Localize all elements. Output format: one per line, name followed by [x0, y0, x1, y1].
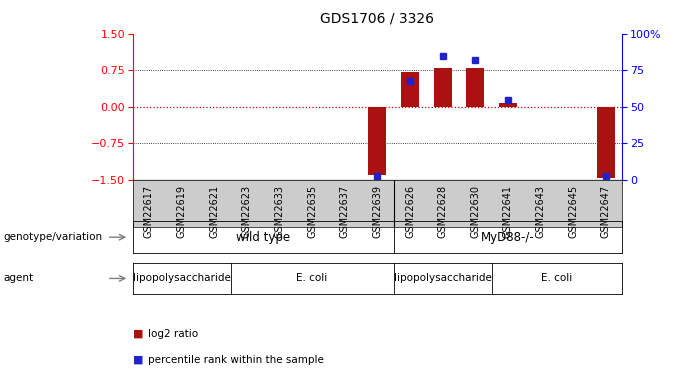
Text: GSM22639: GSM22639	[373, 185, 382, 238]
Text: GSM22621: GSM22621	[209, 185, 219, 238]
Bar	[434, 68, 452, 107]
Text: GSM22617: GSM22617	[144, 185, 154, 238]
Bar	[369, 107, 386, 175]
Text: GSM22628: GSM22628	[438, 185, 447, 238]
Text: percentile rank within the sample: percentile rank within the sample	[148, 355, 324, 365]
Text: genotype/variation: genotype/variation	[3, 232, 103, 242]
Text: GSM22641: GSM22641	[503, 185, 513, 238]
Text: E. coli: E. coli	[296, 273, 328, 284]
Bar	[499, 104, 517, 107]
Text: log2 ratio: log2 ratio	[148, 329, 198, 339]
Bar	[466, 68, 484, 107]
Text: GSM22633: GSM22633	[275, 185, 284, 238]
Text: GSM22635: GSM22635	[307, 185, 317, 238]
Text: GSM22623: GSM22623	[242, 185, 252, 238]
Text: wild type: wild type	[236, 231, 290, 244]
Text: ■: ■	[133, 355, 143, 365]
Text: ■: ■	[133, 329, 143, 339]
Text: agent: agent	[3, 273, 33, 284]
Text: MyD88-/-: MyD88-/-	[481, 231, 535, 244]
Text: GSM22645: GSM22645	[568, 185, 578, 238]
Bar	[401, 72, 419, 107]
Text: GSM22643: GSM22643	[536, 185, 545, 238]
Text: lipopolysaccharide: lipopolysaccharide	[394, 273, 492, 284]
Text: lipopolysaccharide: lipopolysaccharide	[133, 273, 231, 284]
Text: GSM22647: GSM22647	[601, 185, 611, 238]
Text: GSM22626: GSM22626	[405, 185, 415, 238]
Text: E. coli: E. coli	[541, 273, 573, 284]
Bar	[597, 107, 615, 178]
Text: GSM22637: GSM22637	[340, 185, 350, 238]
Text: GSM22630: GSM22630	[471, 185, 480, 238]
Text: GDS1706 / 3326: GDS1706 / 3326	[320, 11, 435, 25]
Text: GSM22619: GSM22619	[177, 185, 186, 238]
